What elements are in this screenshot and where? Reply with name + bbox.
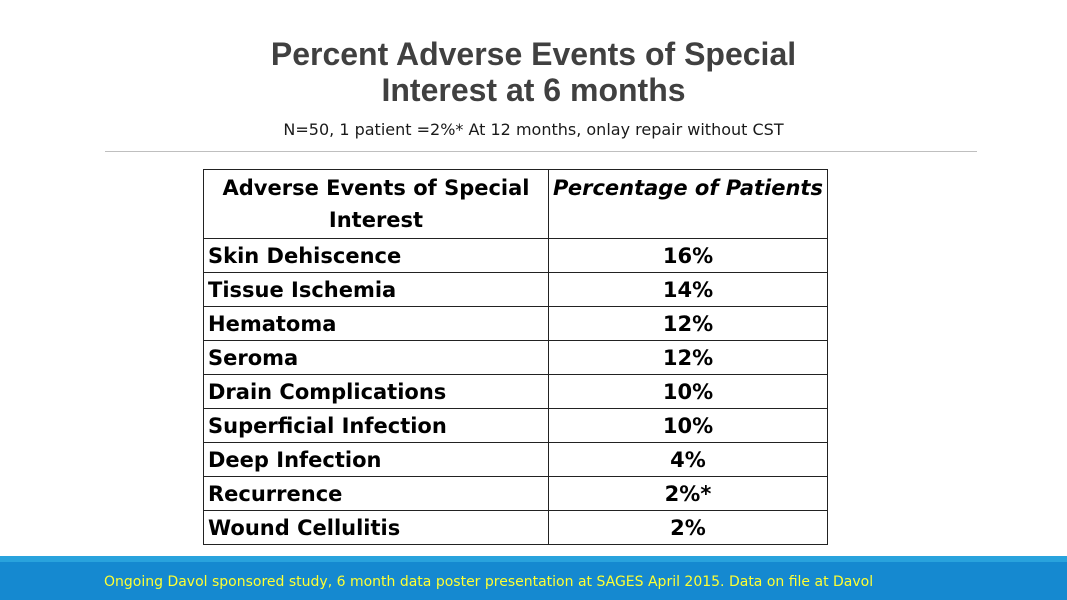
event-cell: Wound Cellulitis (203, 510, 549, 545)
event-cell: Superficial Infection (203, 408, 549, 443)
adverse-events-table: Adverse Events of Special Interest Perce… (203, 169, 828, 545)
event-cell: Deep Infection (203, 442, 549, 477)
table-row: Skin Dehiscence 16% (203, 238, 828, 273)
table-row: Recurrence 2%* (203, 476, 828, 511)
table-row: Tissue Ischemia 14% (203, 272, 828, 307)
slide-title-line-2: Interest at 6 months (381, 72, 686, 108)
header-percentage: Percentage of Patients (548, 169, 828, 239)
event-cell: Hematoma (203, 306, 549, 341)
divider (105, 151, 977, 152)
percentage-cell: 10% (548, 374, 828, 409)
event-cell: Tissue Ischemia (203, 272, 549, 307)
percentage-cell: 10% (548, 408, 828, 443)
table-header-row: Adverse Events of Special Interest Perce… (203, 169, 828, 239)
event-cell: Skin Dehiscence (203, 238, 549, 273)
table-row: Wound Cellulitis 2% (203, 510, 828, 545)
table-row: Deep Infection 4% (203, 442, 828, 477)
percentage-cell: 2%* (548, 476, 828, 511)
slide-title-line-1: Percent Adverse Events of Special (270, 36, 797, 72)
percentage-cell: 16% (548, 238, 828, 273)
percentage-cell: 12% (548, 340, 828, 375)
table-row: Hematoma 12% (203, 306, 828, 341)
percentage-cell: 14% (548, 272, 828, 307)
percentage-cell: 4% (548, 442, 828, 477)
header-event: Adverse Events of Special Interest (203, 169, 549, 239)
table-row: Seroma 12% (203, 340, 828, 375)
event-cell: Drain Complications (203, 374, 549, 409)
table-row: Drain Complications 10% (203, 374, 828, 409)
event-cell: Recurrence (203, 476, 549, 511)
event-cell: Seroma (203, 340, 549, 375)
footer-band (0, 562, 1067, 600)
footer-accent-stripe (0, 556, 1067, 562)
table-row: Superficial Infection 10% (203, 408, 828, 443)
percentage-cell: 2% (548, 510, 828, 545)
footer-note: Ongoing Davol sponsored study, 6 month d… (104, 574, 874, 590)
percentage-cell: 12% (548, 306, 828, 341)
slide-title: Percent Adverse Events of Special Intere… (0, 36, 1067, 108)
slide-subtitle: N=50, 1 patient =2%* At 12 months, onlay… (283, 120, 784, 139)
